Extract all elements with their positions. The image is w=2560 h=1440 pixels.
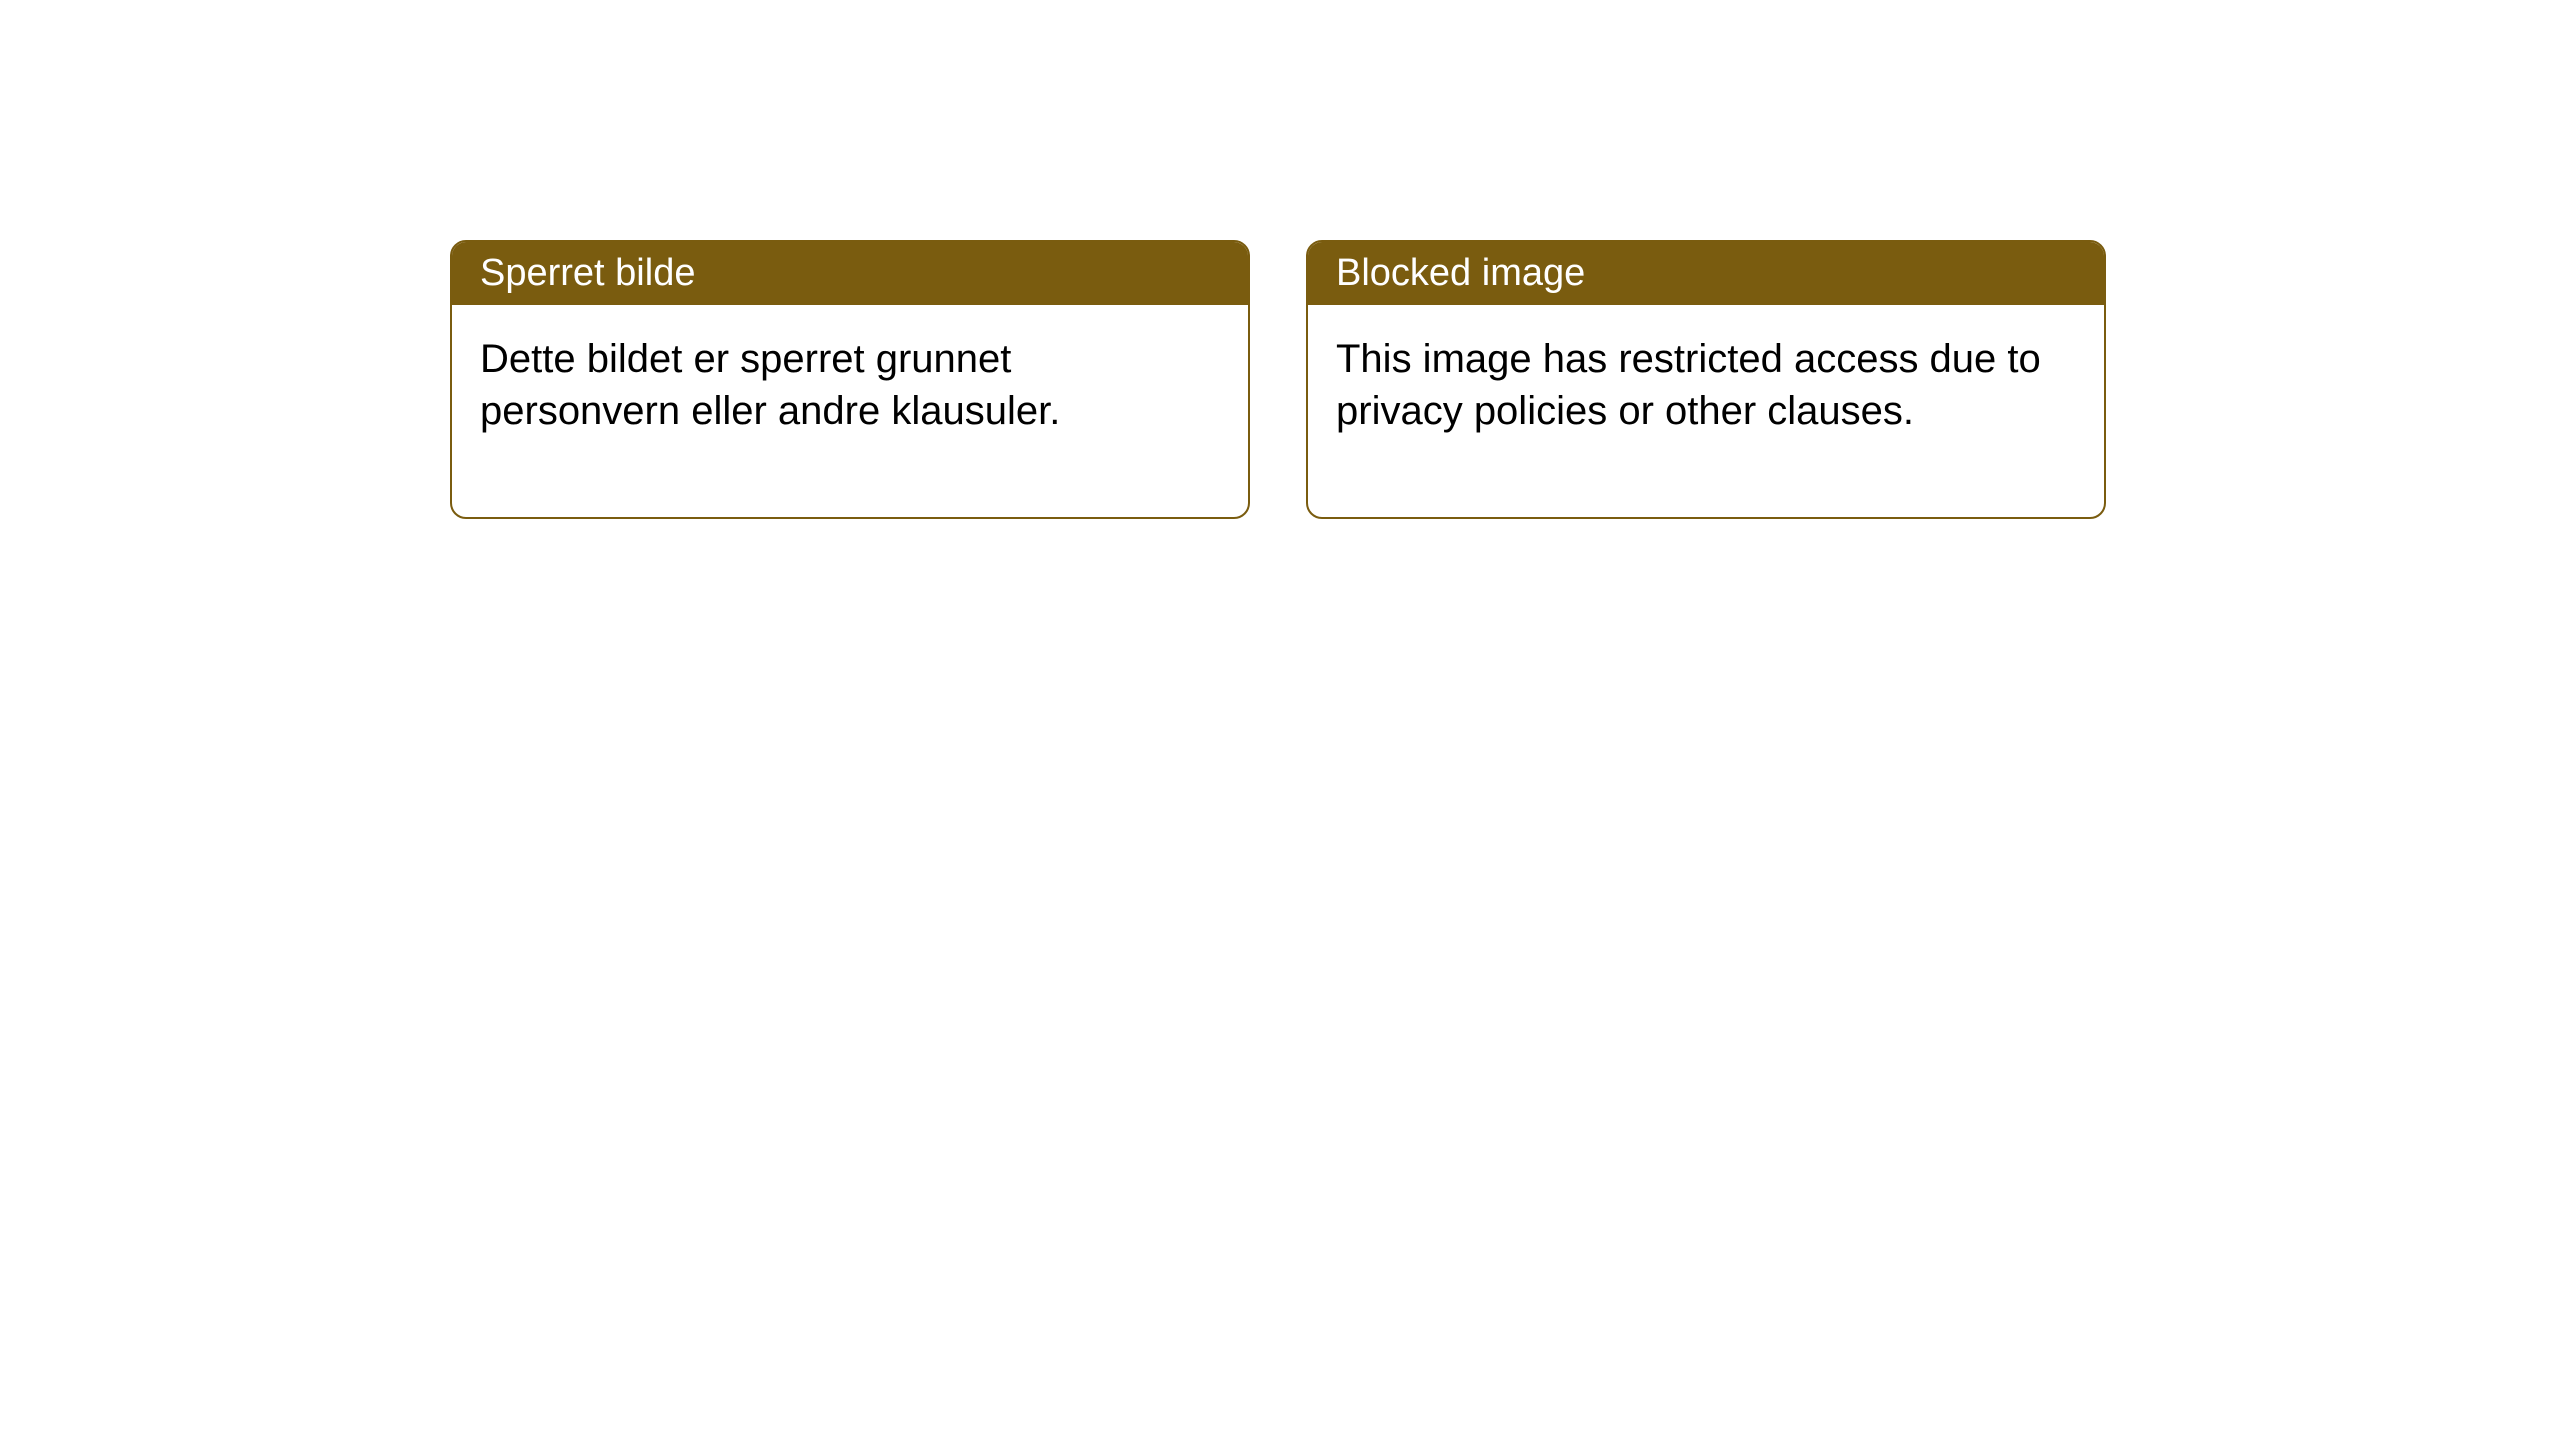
notice-body: Dette bildet er sperret grunnet personve… bbox=[452, 305, 1248, 517]
notice-box-english: Blocked image This image has restricted … bbox=[1306, 240, 2106, 519]
notice-container: Sperret bilde Dette bildet er sperret gr… bbox=[450, 240, 2106, 519]
notice-header: Blocked image bbox=[1308, 242, 2104, 305]
notice-box-norwegian: Sperret bilde Dette bildet er sperret gr… bbox=[450, 240, 1250, 519]
notice-header: Sperret bilde bbox=[452, 242, 1248, 305]
notice-body: This image has restricted access due to … bbox=[1308, 305, 2104, 517]
